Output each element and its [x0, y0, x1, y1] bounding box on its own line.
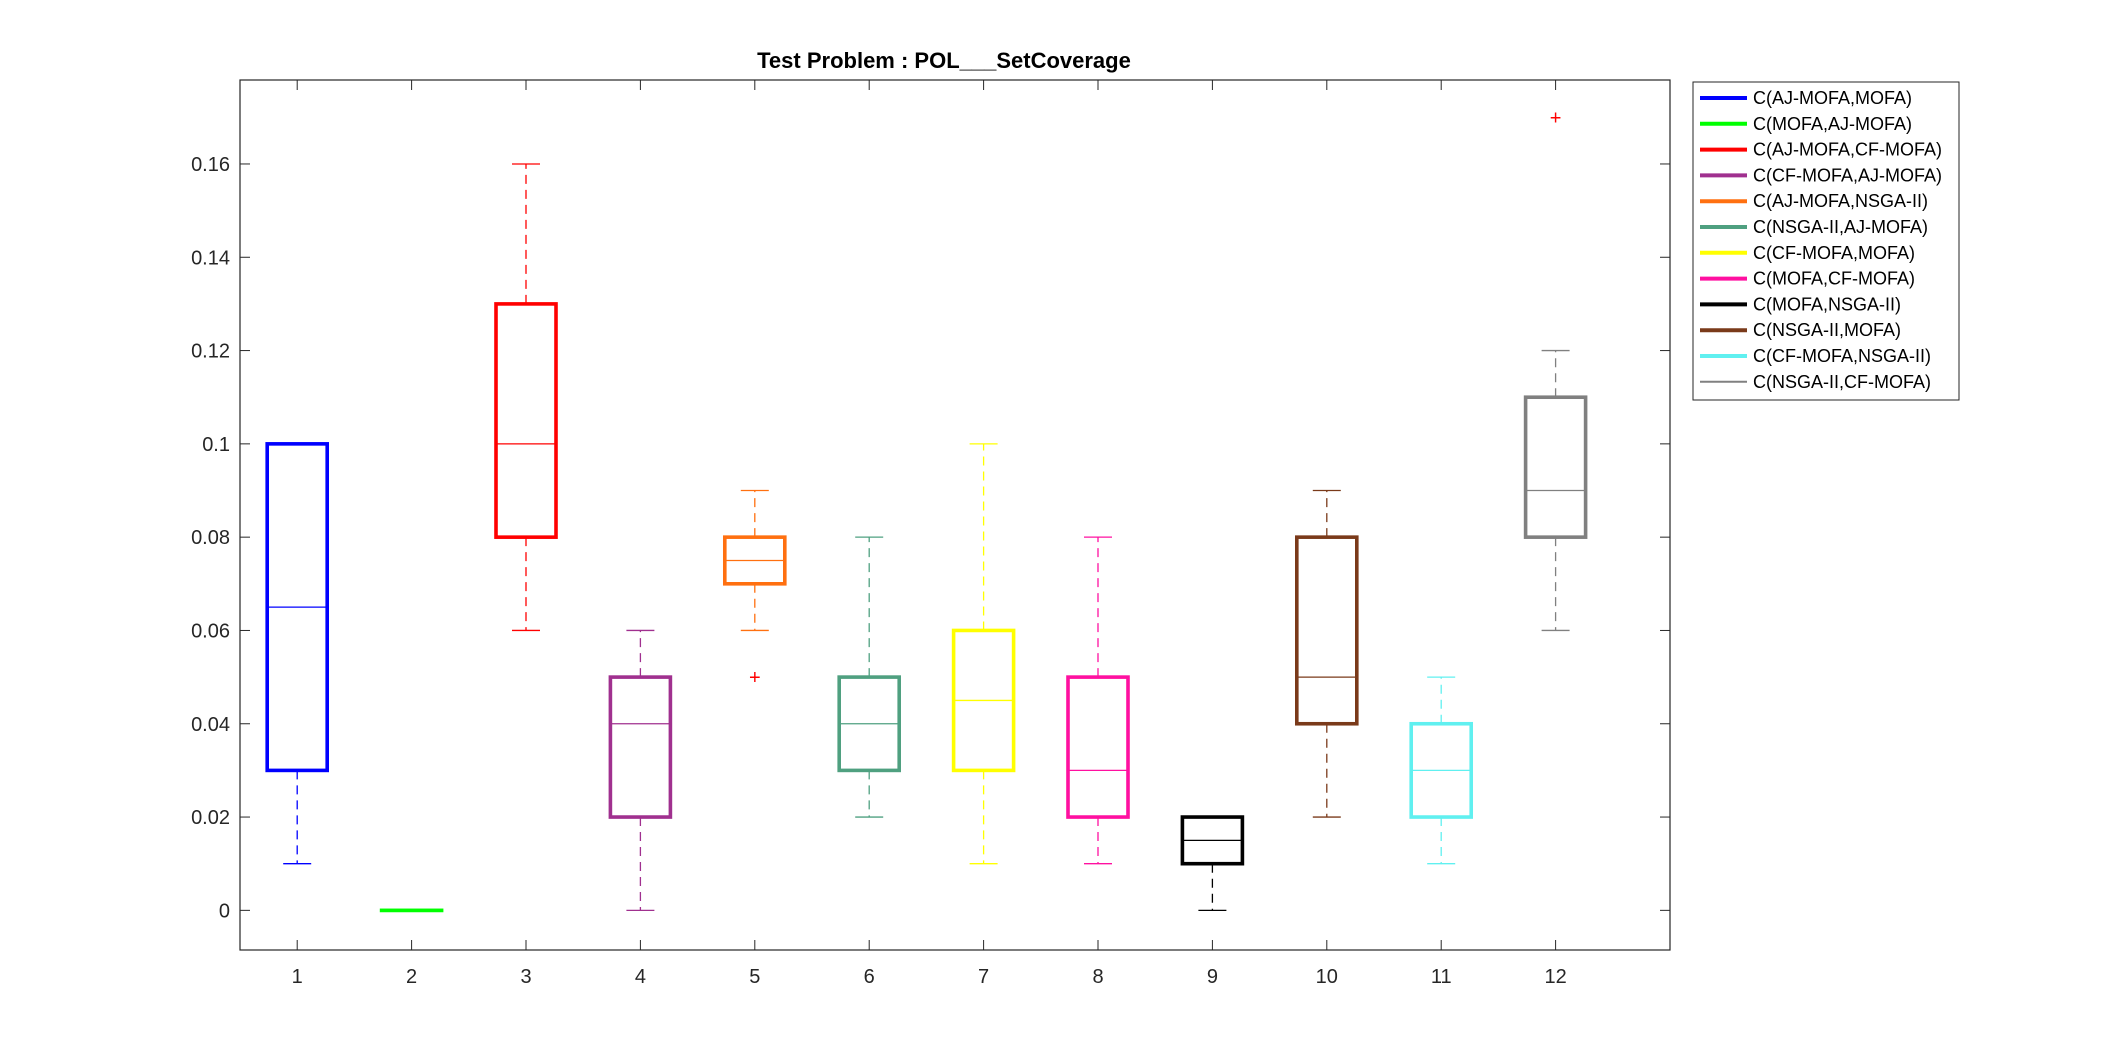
y-tick-label: 0.1 — [202, 434, 230, 456]
legend: C(AJ-MOFA,MOFA) C(MOFA,AJ-MOFA) C(AJ-MOFA,… — [1692, 81, 1960, 401]
outlier-marker: + — [749, 667, 761, 689]
legend-box — [1692, 81, 1960, 401]
legend-label: C(AJ-MOFA,NSGA-II) — [1753, 191, 1928, 211]
box — [1295, 535, 1359, 726]
axis-ticks: 00.020.040.060.080.10.120.140.161 2 3 4 5 6 7 8… — [191, 80, 1670, 988]
y-tick-label: 0.16 — [191, 154, 230, 176]
boxes: ++ — [265, 107, 1588, 913]
box — [494, 302, 558, 539]
box-group — [1409, 676, 1473, 865]
outlier-marker: + — [1550, 107, 1562, 129]
x-tick-label: 8 — [1092, 966, 1103, 988]
legend-label: C(CF-MOFA,AJ-MOFA) — [1753, 165, 1942, 185]
x-tick-label: 11 — [1431, 966, 1452, 988]
box-group — [608, 629, 673, 911]
legend-label: C(CF-MOFA,MOFA) — [1753, 243, 1915, 263]
box — [1523, 395, 1588, 539]
y-tick-label: 0.12 — [191, 341, 230, 363]
x-tick-label: 10 — [1316, 966, 1338, 988]
y-tick-label: 0.08 — [191, 527, 230, 549]
box-group — [265, 442, 330, 865]
box-group — [494, 163, 558, 632]
x-tick-label: 5 — [749, 966, 760, 988]
legend-label: C(NSGA-II,MOFA) — [1753, 320, 1901, 340]
y-tick-label: 0.14 — [191, 247, 230, 269]
box-group — [1295, 489, 1359, 818]
legend-label: C(MOFA,CF-MOFA) — [1753, 269, 1915, 289]
box-group — [1066, 536, 1130, 865]
x-tick-label: 6 — [864, 966, 875, 988]
y-tick-label: 0.02 — [191, 807, 230, 829]
box-group: + — [722, 489, 787, 689]
box — [608, 675, 673, 819]
plot-background — [240, 80, 1670, 950]
legend-label: C(MOFA,NSGA-II) — [1753, 294, 1901, 314]
x-tick-label: 9 — [1207, 966, 1218, 988]
legend-label: C(AJ-MOFA,CF-MOFA) — [1753, 140, 1942, 160]
legend-label: C(NSGA-II,CF-MOFA) — [1753, 372, 1931, 392]
box-group: + — [1523, 107, 1588, 632]
x-tick-label: 3 — [520, 966, 531, 988]
box — [1066, 675, 1130, 819]
axes-frame — [239, 79, 1671, 951]
x-tick-label: 4 — [635, 966, 646, 988]
y-tick-label: 0.06 — [191, 620, 230, 642]
legend-label: C(AJ-MOFA,MOFA) — [1753, 88, 1912, 108]
chart-title: Test Problem : POL___SetCoverage — [757, 48, 1131, 73]
x-tick-label: 7 — [978, 966, 989, 988]
legend-label: C(MOFA,AJ-MOFA) — [1753, 114, 1912, 134]
box-group — [1180, 815, 1245, 911]
legend-label: C(CF-MOFA,NSGA-II) — [1753, 346, 1931, 366]
y-tick-label: 0 — [219, 900, 230, 922]
box-group — [837, 536, 902, 818]
plot-area — [240, 80, 1670, 950]
x-tick-label: 1 — [292, 966, 303, 988]
axes-box — [239, 79, 1671, 951]
legend-label: C(NSGA-II,AJ-MOFA) — [1753, 217, 1928, 237]
box-group — [951, 443, 1016, 865]
x-tick-label: 2 — [406, 966, 417, 988]
x-tick-label: 12 — [1544, 966, 1566, 988]
y-tick-label: 0.04 — [191, 714, 230, 736]
